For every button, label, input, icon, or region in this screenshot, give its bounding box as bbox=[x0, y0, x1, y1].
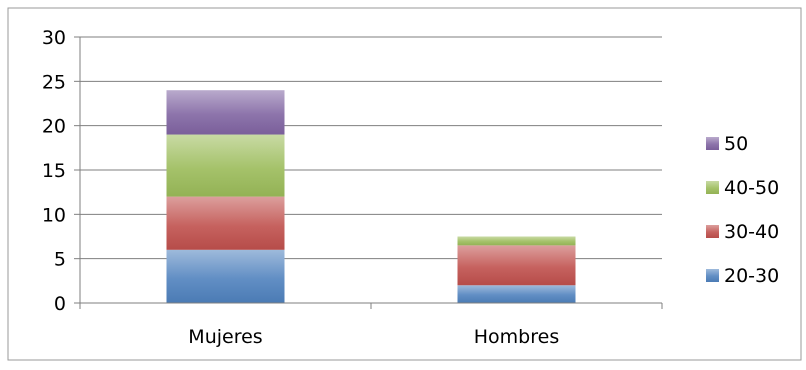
bar-segment-mujeres-50 bbox=[166, 90, 285, 135]
bar-segment-hombres-40-50 bbox=[457, 236, 576, 246]
legend: 50 40-50 30-40 20-30 bbox=[706, 133, 779, 287]
bar-segment-hombres-20-30 bbox=[457, 285, 576, 303]
legend-label: 20-30 bbox=[724, 265, 779, 287]
legend-label: 40-50 bbox=[724, 177, 779, 199]
y-tick-label: 10 bbox=[42, 204, 66, 226]
legend-swatch bbox=[706, 269, 719, 282]
y-tick-label: 20 bbox=[42, 116, 66, 138]
chart-border bbox=[7, 7, 802, 361]
bar-segment-hombres-30-40 bbox=[457, 245, 576, 286]
y-tick-label: 5 bbox=[54, 249, 66, 271]
y-tick-label: 25 bbox=[42, 71, 66, 93]
legend-label: 30-40 bbox=[724, 221, 779, 243]
y-tick-label: 0 bbox=[54, 293, 66, 315]
bar-segment-mujeres-20-30 bbox=[166, 249, 285, 303]
axes: 0 5 10 15 20 25 30 Mujeres Hombres bbox=[42, 27, 663, 348]
y-tick-label: 30 bbox=[42, 27, 66, 49]
bar-segment-mujeres-30-40 bbox=[166, 196, 285, 250]
y-tick-label: 15 bbox=[42, 160, 66, 182]
bar-segment-mujeres-40-50 bbox=[166, 134, 285, 197]
bars bbox=[166, 90, 576, 303]
legend-swatch bbox=[706, 137, 719, 150]
legend-swatch bbox=[706, 181, 719, 194]
x-tick-label: Mujeres bbox=[188, 326, 262, 348]
legend-label: 50 bbox=[724, 133, 748, 155]
x-tick-label: Hombres bbox=[474, 326, 559, 348]
legend-swatch bbox=[706, 225, 719, 238]
